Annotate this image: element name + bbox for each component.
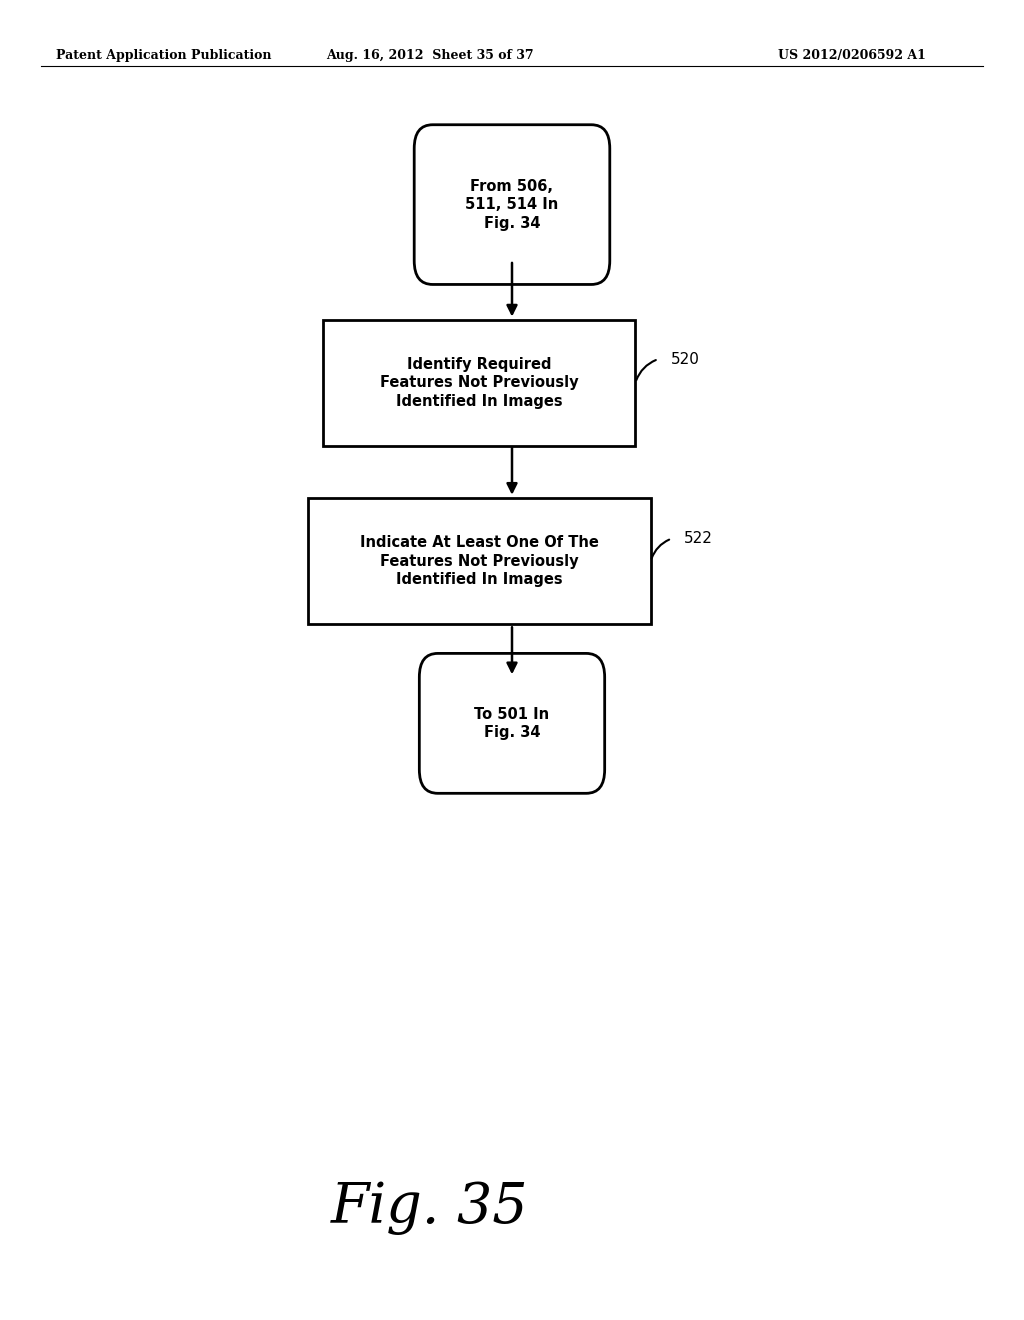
Text: To 501 In
Fig. 34: To 501 In Fig. 34 [474, 706, 550, 741]
Text: Identify Required
Features Not Previously
Identified In Images: Identify Required Features Not Previousl… [380, 356, 579, 409]
Text: US 2012/0206592 A1: US 2012/0206592 A1 [778, 49, 926, 62]
Text: Indicate At Least One Of The
Features Not Previously
Identified In Images: Indicate At Least One Of The Features No… [359, 535, 599, 587]
Text: 522: 522 [684, 531, 713, 546]
Text: From 506,
511, 514 In
Fig. 34: From 506, 511, 514 In Fig. 34 [465, 178, 559, 231]
Text: Aug. 16, 2012  Sheet 35 of 37: Aug. 16, 2012 Sheet 35 of 37 [327, 49, 534, 62]
FancyBboxPatch shape [307, 499, 651, 624]
Text: Fig. 35: Fig. 35 [332, 1180, 528, 1236]
FancyBboxPatch shape [324, 321, 635, 446]
Text: 520: 520 [671, 351, 699, 367]
FancyBboxPatch shape [420, 653, 604, 793]
FancyBboxPatch shape [414, 125, 609, 285]
Text: Patent Application Publication: Patent Application Publication [56, 49, 271, 62]
